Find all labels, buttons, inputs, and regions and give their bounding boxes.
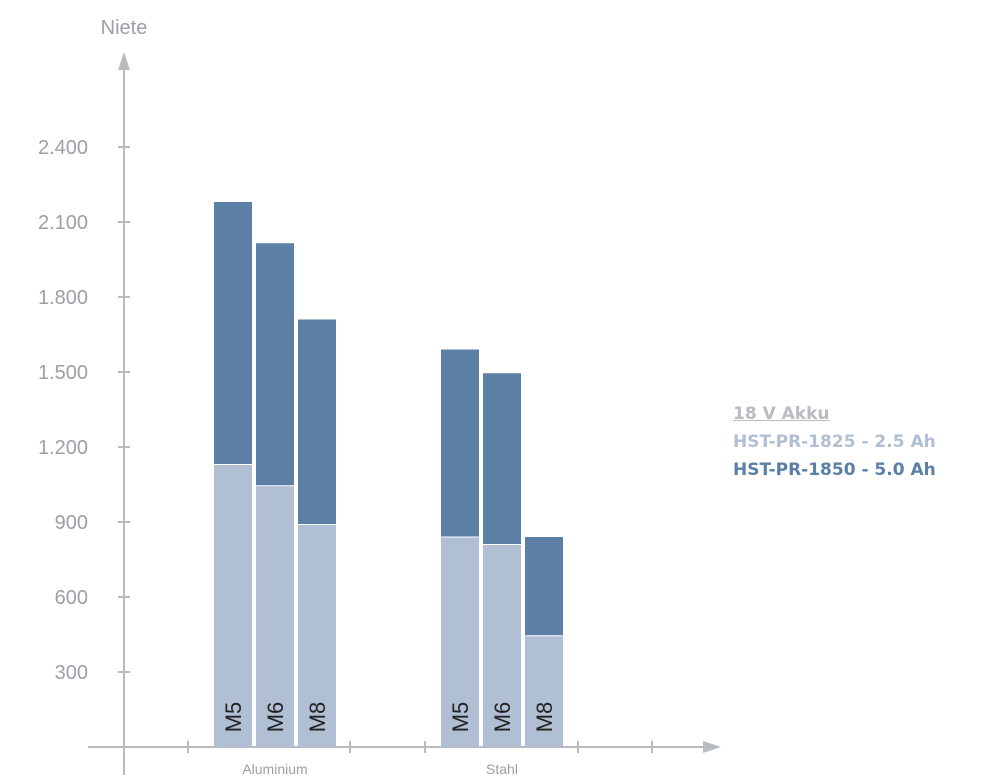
bar-stahl-m6-series-1: [483, 544, 521, 747]
bar-label-aluminium-m8: M8: [305, 702, 330, 733]
bar-label-stahl-m8: M8: [532, 702, 557, 733]
bar-stahl-m5-series-1: [441, 537, 479, 747]
bar-aluminium-m8-series-1: [298, 524, 336, 747]
bar-stahl-m6-series-2: [483, 373, 521, 545]
axes: [88, 52, 721, 775]
bar-label-aluminium-m5: M5: [221, 702, 246, 733]
labels: 300 600 900 1.200 1.500 1.800 2.100 2.400 M5 M6 M8…: [38, 137, 557, 777]
bar-aluminium-m6-series-2: [256, 243, 294, 486]
y-tick-label-1500: 1.500: [38, 362, 88, 384]
bar-label-stahl-m5: M5: [448, 702, 473, 733]
y-tick-label-2100: 2.100: [38, 212, 88, 234]
bar-stahl-m5-series-2: [441, 349, 479, 537]
category-label-aluminium: Aluminium: [242, 761, 307, 777]
bar-aluminium-m5-series-1: [214, 464, 252, 747]
y-axis-arrow: [118, 52, 130, 70]
bar-aluminium-m8-series-2: [298, 319, 336, 525]
y-tick-label-2400: 2.400: [38, 137, 88, 159]
legend-item-hst-pr-1825: HST-PR-1825 - 2.5 Ah: [733, 432, 936, 452]
bar-aluminium-m5-series-2: [214, 202, 252, 465]
bar-label-stahl-m6: M6: [490, 702, 515, 733]
y-tick-label-1800: 1.800: [38, 287, 88, 309]
y-tick-label-1200: 1.200: [38, 437, 88, 459]
bar-aluminium-m6-series-1: [256, 485, 294, 747]
y-tick-label-300: 300: [55, 662, 88, 684]
x-axis-arrow: [703, 741, 721, 753]
legend-item-hst-pr-1850: HST-PR-1850 - 5.0 Ah: [733, 460, 936, 480]
category-label-stahl: Stahl: [486, 761, 518, 777]
bar-label-aluminium-m6: M6: [263, 702, 288, 733]
y-tick-label-900: 900: [55, 512, 88, 534]
bar-stahl-m8-series-2: [525, 537, 563, 636]
legend: 18 V Akku HST-PR-1825 - 2.5 Ah HST-PR-18…: [733, 400, 936, 484]
bar-stahl-m8-series-1: [525, 635, 563, 747]
y-tick-label-600: 600: [55, 587, 88, 609]
legend-title: 18 V Akku: [733, 404, 830, 424]
bars: [214, 202, 563, 747]
y-axis-title: Niete: [101, 17, 148, 39]
